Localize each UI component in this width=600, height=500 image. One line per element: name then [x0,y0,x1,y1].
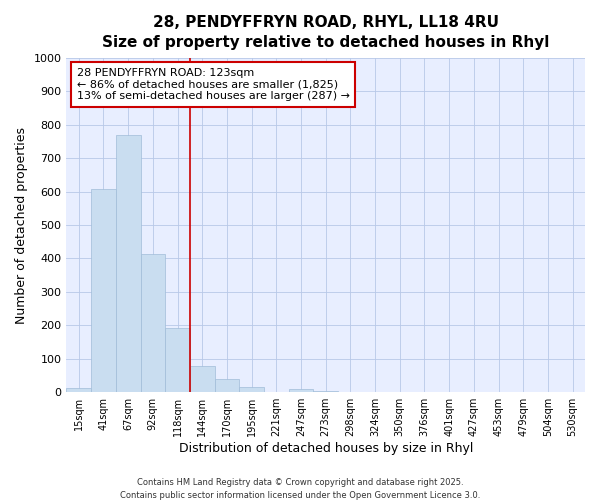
Y-axis label: Number of detached properties: Number of detached properties [15,126,28,324]
Bar [239,387,264,392]
Bar [289,389,313,392]
Bar [140,254,165,392]
Text: 28 PENDYFFRYN ROAD: 123sqm
← 86% of detached houses are smaller (1,825)
13% of s: 28 PENDYFFRYN ROAD: 123sqm ← 86% of deta… [77,68,350,101]
X-axis label: Distribution of detached houses by size in Rhyl: Distribution of detached houses by size … [179,442,473,455]
Text: Contains HM Land Registry data © Crown copyright and database right 2025.
Contai: Contains HM Land Registry data © Crown c… [120,478,480,500]
Bar [116,135,140,392]
Bar [313,391,338,392]
Bar [215,379,239,392]
Bar [91,190,116,392]
Title: 28, PENDYFFRYN ROAD, RHYL, LL18 4RU
Size of property relative to detached houses: 28, PENDYFFRYN ROAD, RHYL, LL18 4RU Size… [102,15,550,50]
Bar [190,366,215,392]
Bar [67,388,91,392]
Bar [165,328,190,392]
